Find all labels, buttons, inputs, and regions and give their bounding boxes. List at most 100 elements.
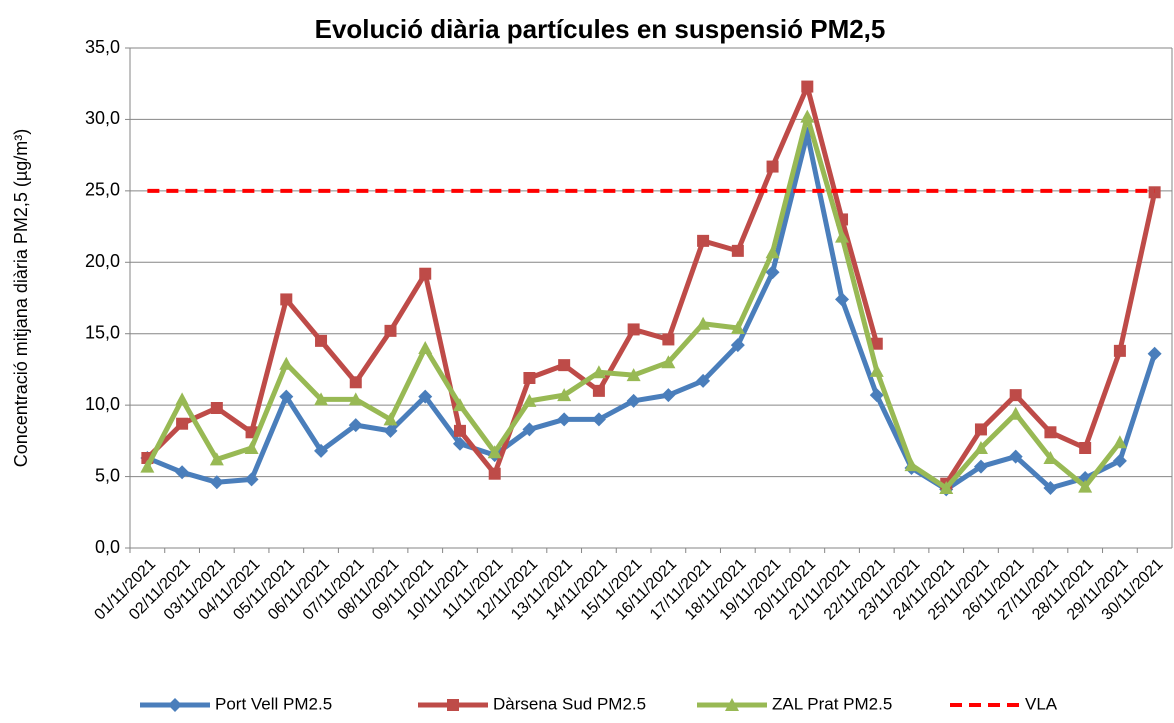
marker: [765, 245, 780, 259]
marker: [280, 293, 293, 306]
marker: [418, 389, 433, 404]
marker: [1112, 435, 1127, 449]
marker: [870, 337, 883, 350]
legend-item: Dàrsena Sud PM2.5: [418, 694, 646, 713]
marker: [176, 417, 189, 430]
marker: [384, 324, 397, 337]
legend-item: Port Vell PM2.5: [140, 694, 332, 713]
legend-item: ZAL Prat PM2.5: [697, 694, 892, 713]
marker: [904, 458, 919, 472]
marker: [627, 323, 640, 336]
marker: [696, 316, 711, 330]
marker: [661, 388, 676, 403]
marker: [731, 244, 744, 257]
marker: [801, 80, 814, 93]
marker: [766, 160, 779, 173]
marker: [348, 418, 363, 433]
marker: [973, 441, 988, 454]
marker: [1008, 449, 1023, 464]
marker: [1008, 406, 1023, 420]
marker: [175, 465, 190, 480]
y-tick-label: 0,0: [95, 537, 120, 557]
marker: [626, 368, 641, 382]
marker: [245, 426, 258, 439]
marker: [725, 698, 739, 711]
marker: [314, 392, 329, 406]
marker: [1078, 479, 1093, 493]
marker: [696, 373, 711, 388]
legend-label: Port Vell PM2.5: [215, 694, 332, 713]
marker: [279, 356, 294, 370]
marker: [383, 423, 398, 438]
marker: [869, 363, 884, 377]
y-tick-label: 15,0: [85, 322, 120, 342]
marker: [591, 365, 606, 379]
marker: [558, 359, 571, 372]
marker: [348, 392, 363, 406]
marker: [974, 423, 987, 436]
y-tick-label: 30,0: [85, 108, 120, 128]
marker: [522, 393, 537, 407]
marker: [1043, 481, 1058, 495]
marker: [557, 412, 572, 427]
marker: [315, 334, 328, 347]
marker: [419, 267, 432, 280]
marker: [697, 234, 710, 247]
legend-label: ZAL Prat PM2.5: [772, 694, 892, 713]
marker: [765, 265, 780, 280]
y-tick-label: 5,0: [95, 465, 120, 485]
legend-item: VLA: [950, 694, 1058, 713]
marker: [487, 445, 502, 459]
marker: [244, 441, 259, 454]
marker: [175, 392, 190, 406]
series-line: [944, 191, 1158, 486]
marker: [140, 459, 155, 473]
marker: [800, 109, 815, 123]
marker: [168, 698, 182, 712]
marker: [209, 475, 224, 490]
marker: [418, 341, 433, 354]
y-tick-label: 35,0: [85, 37, 120, 57]
marker: [835, 292, 850, 307]
marker: [383, 412, 398, 426]
marker: [1044, 426, 1057, 439]
y-tick-label: 25,0: [85, 180, 120, 200]
y-tick-label: 20,0: [85, 251, 120, 271]
y-tick-label: 10,0: [85, 394, 120, 414]
marker: [210, 402, 223, 414]
marker: [662, 333, 675, 346]
marker: [488, 467, 501, 480]
marker: [1009, 389, 1022, 402]
marker: [1079, 442, 1092, 454]
marker: [522, 422, 537, 437]
marker: [1043, 451, 1058, 464]
marker: [452, 398, 467, 412]
marker: [626, 393, 641, 408]
marker: [557, 388, 572, 402]
marker: [835, 229, 850, 243]
legend-label: Dàrsena Sud PM2.5: [493, 694, 646, 713]
marker: [592, 384, 605, 397]
legend-label: VLA: [1025, 694, 1058, 713]
y-axis-title: Concentració mitjana diària PM2,5 (µg/m³…: [11, 129, 31, 468]
marker: [209, 452, 224, 466]
series-line: [145, 114, 1122, 491]
marker: [447, 699, 459, 711]
chart-title: Evolució diària partícules en suspensió …: [315, 14, 886, 44]
marker: [1113, 344, 1126, 357]
marker: [869, 388, 884, 403]
marker: [453, 424, 466, 437]
marker: [244, 472, 259, 487]
marker: [1147, 346, 1162, 361]
marker: [730, 338, 745, 353]
marker: [523, 372, 536, 384]
marker: [314, 443, 329, 458]
marker: [730, 321, 745, 334]
marker: [973, 459, 988, 474]
marker: [349, 376, 362, 389]
marker: [279, 389, 294, 404]
marker: [591, 412, 606, 427]
marker: [1112, 453, 1127, 468]
marker: [939, 481, 954, 494]
